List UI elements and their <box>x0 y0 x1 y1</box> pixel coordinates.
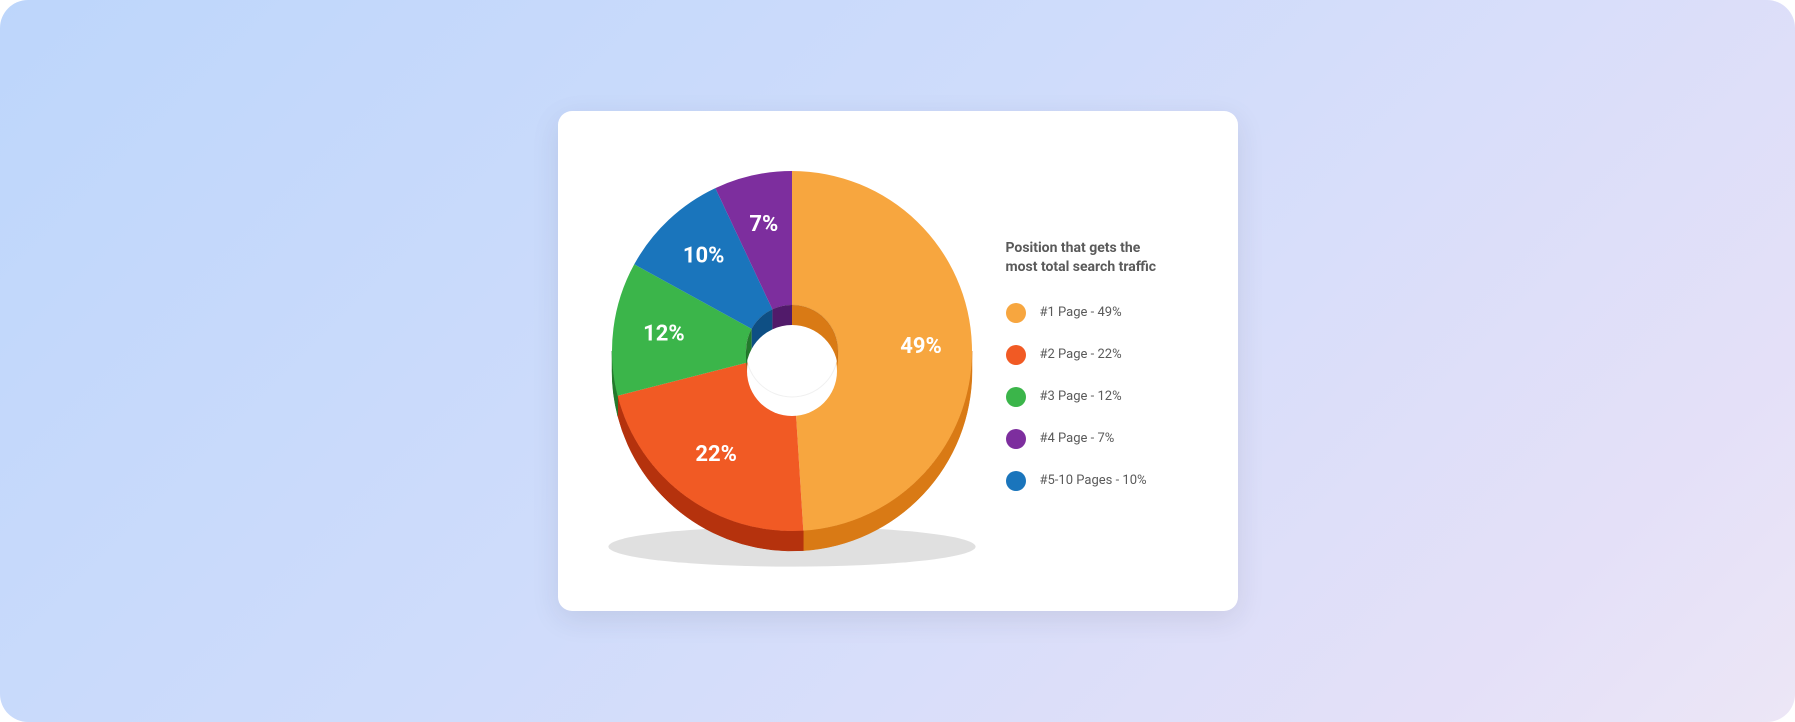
legend-title: Position that gets themost total search … <box>1006 239 1204 277</box>
legend: Position that gets themost total search … <box>992 209 1204 513</box>
chart-card: 49% 22% 12% 10% 7% Position that gets themos… <box>558 111 1238 611</box>
legend-label: #5-10 Pages - 10% <box>1040 473 1147 488</box>
legend-swatch <box>1006 429 1026 449</box>
legend-swatch <box>1006 471 1026 491</box>
legend-swatch <box>1006 303 1026 323</box>
slice-label: 49% <box>900 334 942 359</box>
legend-label: #2 Page - 22% <box>1040 347 1122 362</box>
legend-item: #1 Page - 49% <box>1006 303 1204 323</box>
slice-label: 12% <box>643 322 685 347</box>
legend-item: #2 Page - 22% <box>1006 345 1204 365</box>
slice-label: 22% <box>695 442 737 467</box>
legend-label: #4 Page - 7% <box>1040 431 1115 446</box>
slice-label: 10% <box>682 244 724 269</box>
outer-panel: 49% 22% 12% 10% 7% Position that gets themos… <box>0 0 1795 722</box>
legend-label: #1 Page - 49% <box>1040 305 1122 320</box>
donut-chart: 49% 22% 12% 10% 7% <box>592 141 992 581</box>
legend-item: #4 Page - 7% <box>1006 429 1204 449</box>
legend-swatch <box>1006 387 1026 407</box>
slice-label: 7% <box>749 212 778 237</box>
legend-item: #5-10 Pages - 10% <box>1006 471 1204 491</box>
donut-svg: 49% 22% 12% 10% 7% <box>592 131 992 591</box>
legend-item: #3 Page - 12% <box>1006 387 1204 407</box>
legend-swatch <box>1006 345 1026 365</box>
legend-label: #3 Page - 12% <box>1040 389 1122 404</box>
